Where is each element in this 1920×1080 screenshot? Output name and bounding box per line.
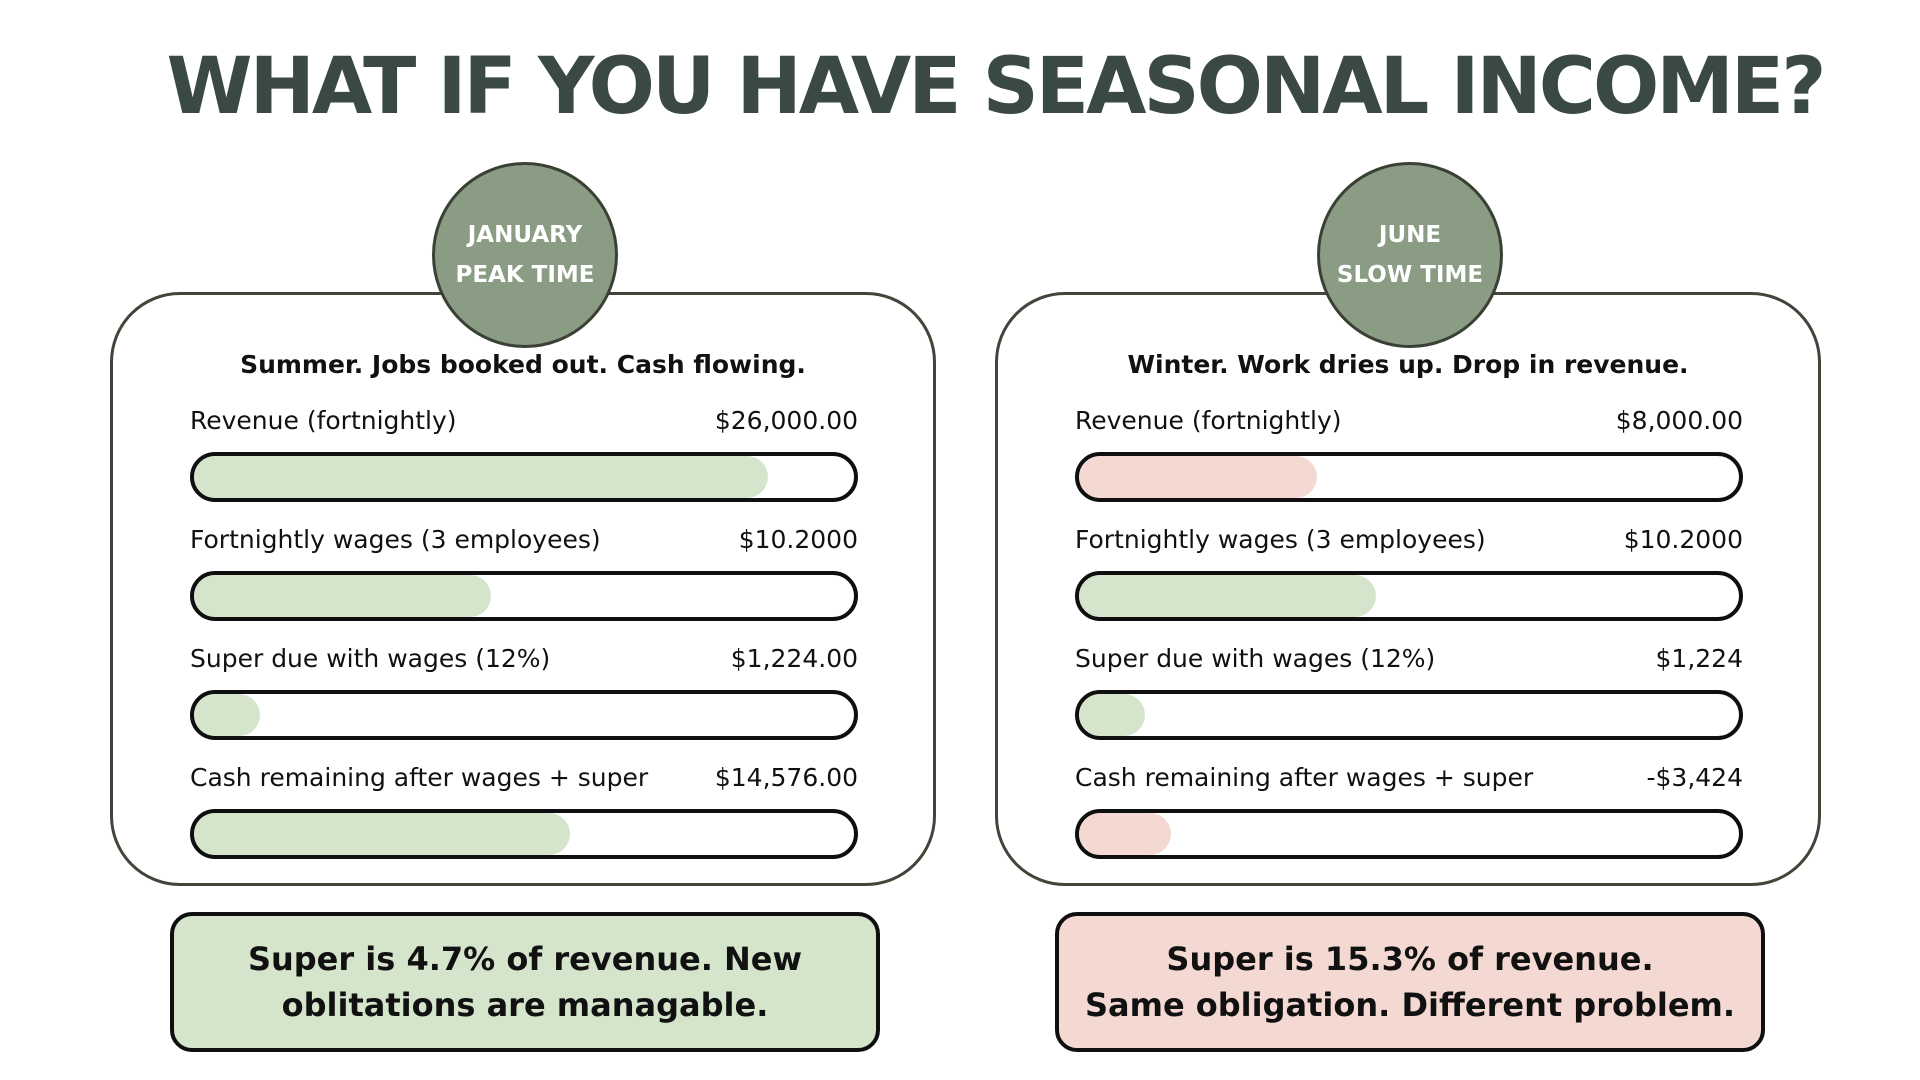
card-subtitle: Summer. Jobs booked out. Cash flowing. — [240, 350, 806, 379]
panel-june: JUNE SLOW TIME Winter. Work dries up. Dr… — [995, 0, 1835, 1080]
row-cash-remaining: Cash remaining after wages + super -$3,4… — [1075, 761, 1744, 859]
progress-fill — [1079, 456, 1317, 498]
badge-season: PEAK TIME — [455, 262, 595, 288]
row-wages: Fortnightly wages (3 employees) $10.2000 — [1075, 523, 1743, 621]
progress-fill — [1079, 694, 1145, 736]
row-value: -$3,424 — [1646, 763, 1744, 792]
progress-bar — [1075, 809, 1743, 859]
row-value: $26,000.00 — [714, 406, 858, 435]
card-subtitle: Winter. Work dries up. Drop in revenue. — [1127, 350, 1689, 379]
row-revenue: Revenue (fortnightly) $26,000.00 — [190, 404, 858, 502]
progress-bar — [190, 571, 858, 621]
row-label: Revenue (fortnightly) — [190, 406, 457, 435]
row-value: $1,224 — [1655, 644, 1743, 673]
badge-month: JUNE — [1378, 222, 1442, 248]
row-value: $10.2000 — [1623, 525, 1743, 554]
progress-bar — [190, 452, 858, 502]
page-title: WHAT IF YOU HAVE SEASONAL INCOME? — [166, 42, 1827, 132]
row-wages: Fortnightly wages (3 employees) $10.2000 — [190, 523, 858, 621]
row-value: $8,000.00 — [1615, 406, 1743, 435]
panel-january: JANUARY PEAK TIME Summer. Jobs booked ou… — [110, 0, 950, 1080]
row-label: Fortnightly wages (3 employees) — [190, 525, 601, 554]
conclusion-line-1: Super is 4.7% of revenue. New — [247, 940, 803, 978]
progress-fill — [1079, 813, 1172, 855]
conclusion-line-2: oblitations are managable. — [281, 986, 769, 1024]
row-cash-remaining: Cash remaining after wages + super $14,5… — [190, 761, 858, 859]
progress-bar — [190, 809, 858, 859]
row-super: Super due with wages (12%) $1,224.00 — [190, 642, 858, 740]
badge-season: SLOW TIME — [1336, 262, 1484, 288]
progress-bar — [1075, 690, 1743, 740]
progress-bar — [190, 690, 858, 740]
progress-bar — [1075, 452, 1743, 502]
progress-fill — [194, 456, 769, 498]
progress-fill — [1079, 575, 1376, 617]
row-label: Cash remaining after wages + super — [1075, 763, 1534, 792]
row-value: $14,576.00 — [714, 763, 858, 792]
row-value: $10.2000 — [738, 525, 858, 554]
conclusion-box: Super is 15.3% of revenue. Same obligati… — [1055, 912, 1765, 1052]
row-label: Revenue (fortnightly) — [1075, 406, 1342, 435]
month-badge: JANUARY PEAK TIME — [432, 162, 618, 348]
row-label: Fortnightly wages (3 employees) — [1075, 525, 1486, 554]
progress-fill — [194, 813, 571, 855]
row-revenue: Revenue (fortnightly) $8,000.00 — [1075, 404, 1743, 502]
row-value: $1,224.00 — [730, 644, 858, 673]
conclusion-line-1: Super is 15.3% of revenue. — [1166, 940, 1654, 978]
progress-bar — [1075, 571, 1743, 621]
progress-fill — [194, 694, 260, 736]
progress-fill — [194, 575, 491, 617]
conclusion-box: Super is 4.7% of revenue. New oblitation… — [170, 912, 880, 1052]
conclusion-line-2: Same obligation. Different problem. — [1084, 986, 1736, 1024]
row-label: Cash remaining after wages + super — [190, 763, 649, 792]
row-label: Super due with wages (12%) — [1075, 644, 1436, 673]
row-super: Super due with wages (12%) $1,224 — [1075, 642, 1743, 740]
month-badge: JUNE SLOW TIME — [1317, 162, 1503, 348]
badge-month: JANUARY — [467, 222, 583, 248]
row-label: Super due with wages (12%) — [190, 644, 551, 673]
